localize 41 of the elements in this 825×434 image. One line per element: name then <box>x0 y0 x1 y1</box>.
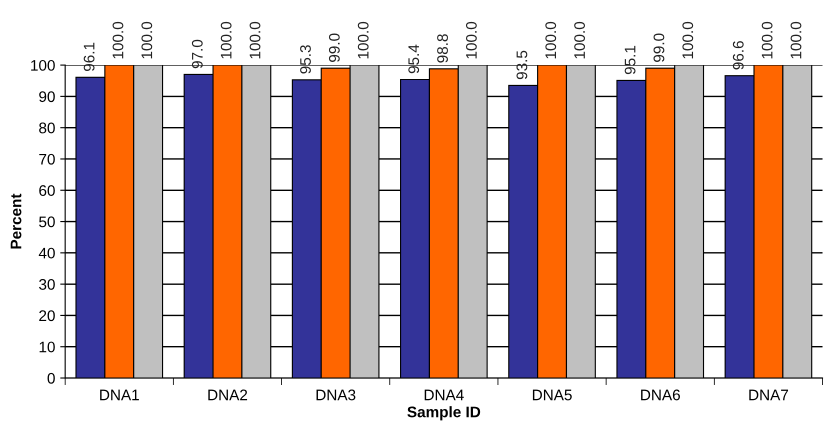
y-tick-label: 90 <box>39 91 55 102</box>
data-label: 97.0 <box>192 40 203 68</box>
x-tick-label: DNA7 <box>749 390 788 400</box>
data-label: 100.0 <box>250 22 260 58</box>
data-label: 96.6 <box>732 41 744 70</box>
x-tick-label: DNA3 <box>316 390 356 400</box>
data-label: 100.0 <box>141 22 152 58</box>
data-label: 100.0 <box>545 22 556 58</box>
data-label: 100.0 <box>790 22 802 58</box>
data-label: 99.0 <box>328 34 340 62</box>
data-label: 100.0 <box>112 22 124 58</box>
x-tick-label: DNA6 <box>641 390 680 400</box>
data-label: 100.0 <box>574 22 585 58</box>
x-axis-title: Sample ID <box>407 406 480 420</box>
x-tick-label: DNA2 <box>208 390 248 400</box>
data-label: 95.3 <box>300 45 311 74</box>
data-label: 100.0 <box>682 22 694 58</box>
data-label: 100.0 <box>220 22 232 58</box>
data-label: 100.0 <box>358 22 369 58</box>
data-label: 96.1 <box>84 42 95 72</box>
y-tick-label: 60 <box>39 185 55 196</box>
y-tick-label: 0 <box>48 372 55 384</box>
y-tick-label: 30 <box>39 279 55 290</box>
y-tick-label: 50 <box>39 216 55 228</box>
data-label: 99.0 <box>654 34 664 62</box>
x-tick-label: DNA5 <box>532 390 572 400</box>
y-tick-label: 10 <box>40 342 55 352</box>
y-axis-title: Percent <box>10 194 22 249</box>
y-tick-label: 80 <box>39 122 55 134</box>
data-label: 100.0 <box>466 22 477 58</box>
y-tick-label: 70 <box>39 154 55 165</box>
x-tick-label: DNA4 <box>424 390 464 400</box>
data-label: 98.8 <box>437 34 448 63</box>
data-label: 95.4 <box>408 44 420 74</box>
x-tick-label: DNA1 <box>100 390 139 400</box>
y-tick-label: 100 <box>31 60 55 71</box>
y-tick-label: 40 <box>38 248 55 259</box>
data-label: 95.1 <box>624 46 636 74</box>
data-label: 100.0 <box>762 22 773 58</box>
data-label: 93.5 <box>516 50 528 80</box>
y-tick-label: 20 <box>39 310 55 322</box>
